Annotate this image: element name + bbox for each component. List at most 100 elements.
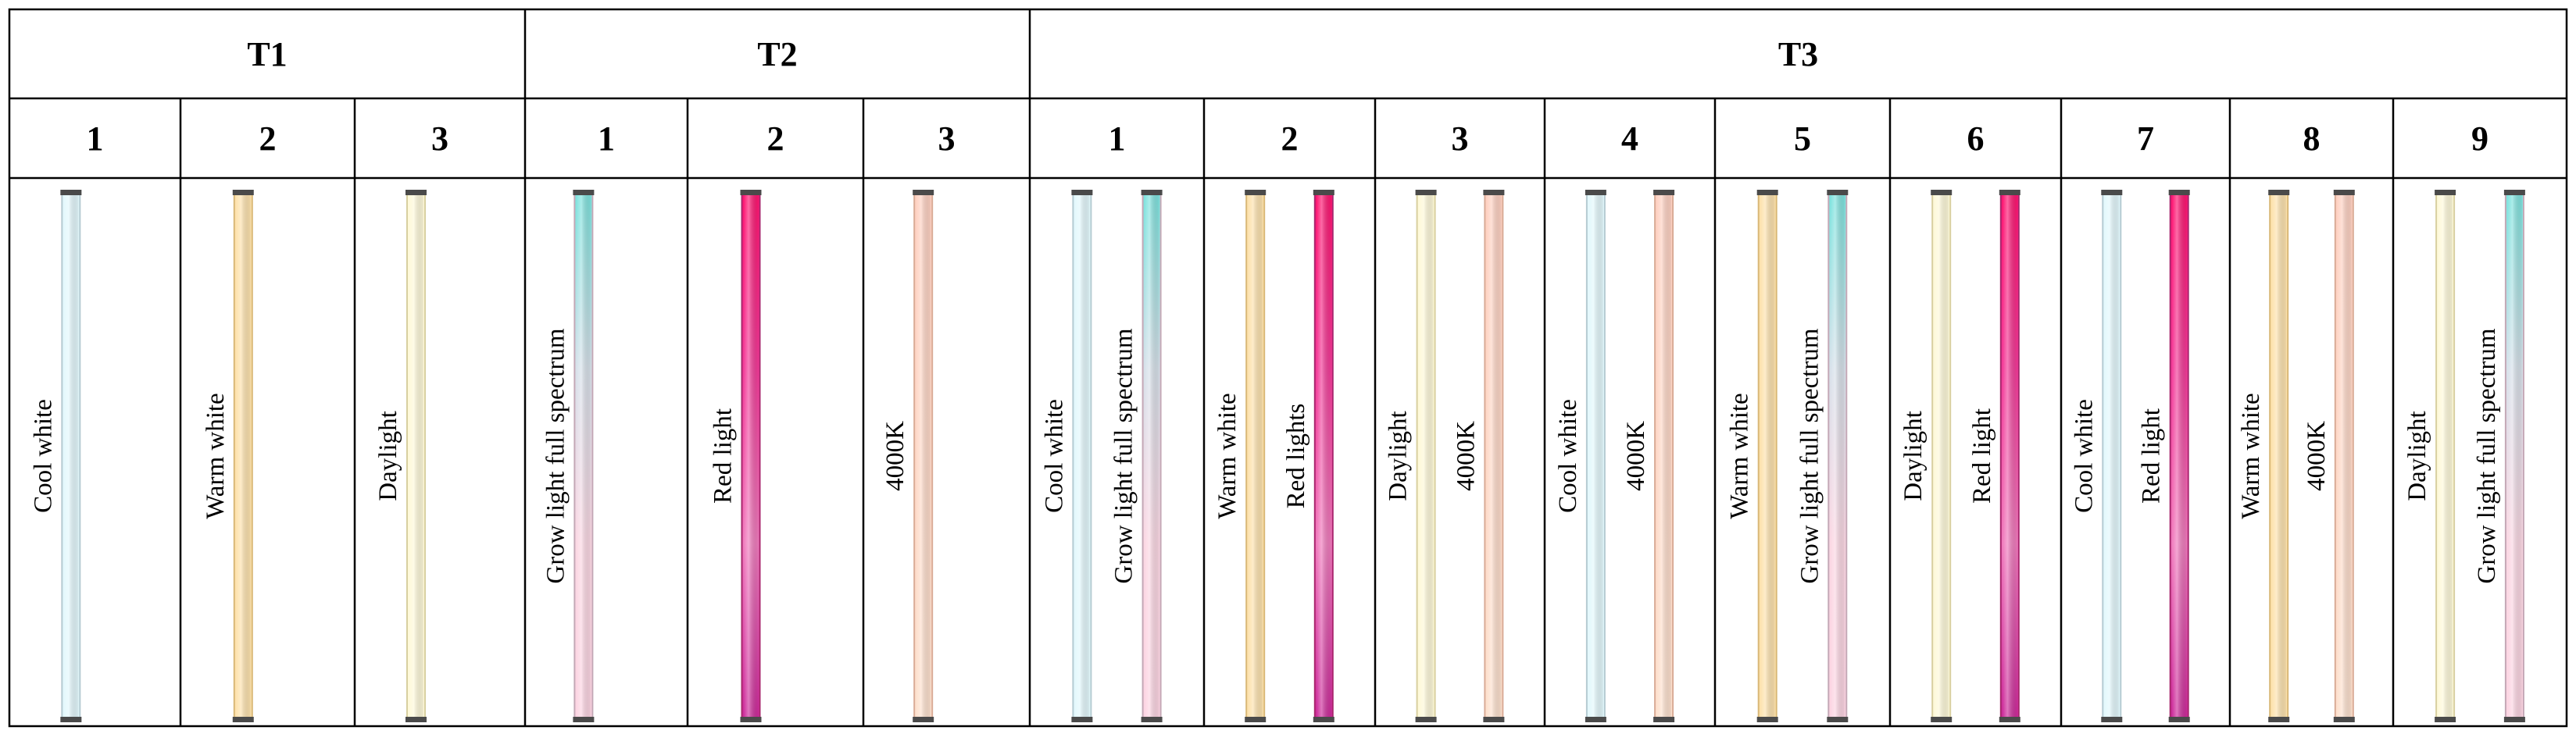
tube-label: Daylight	[2403, 411, 2431, 501]
tube-label: Red light	[1968, 408, 1996, 504]
tube-cap	[2503, 717, 2525, 722]
column-number-t1-3: 3	[431, 119, 448, 158]
light-tube: Warm white	[2237, 190, 2290, 722]
tube-label: Red light	[709, 408, 738, 504]
tube-cap	[2435, 190, 2456, 195]
tube-cap	[1415, 190, 1437, 195]
light-tube: Daylight	[2403, 190, 2456, 722]
tube-cap	[405, 190, 427, 195]
column-number-t3-7: 7	[2137, 119, 2154, 158]
light-tube: Red light	[1968, 190, 2020, 722]
light-tube: Daylight	[374, 190, 427, 722]
light-tube: Cool white	[29, 190, 82, 722]
tube-cap	[2333, 190, 2355, 195]
tube-cap	[573, 190, 595, 195]
light-tube: Grow light full spectrum	[1795, 190, 1849, 722]
tube-cap	[1756, 717, 1778, 722]
tube-label: Grow light full spectrum	[541, 328, 570, 584]
tube-cap	[1585, 190, 1606, 195]
tube-cap	[60, 717, 82, 722]
tube-cap	[2503, 190, 2525, 195]
tube-cap	[1756, 190, 1778, 195]
column-number-t3-3: 3	[1452, 119, 1469, 158]
column-number-t3-6: 6	[1967, 119, 1985, 158]
tube-cap	[60, 190, 82, 195]
light-tube: Grow light full spectrum	[2473, 190, 2525, 722]
tube-cap	[1313, 190, 1334, 195]
tube-cap	[573, 717, 595, 722]
tube-label: Grow light full spectrum	[1110, 328, 1138, 584]
tube-cap	[1071, 190, 1093, 195]
tube-layer: Cool white Warm white Daylight Grow light f…	[29, 190, 2525, 722]
column-number-t3-4: 4	[1621, 119, 1638, 158]
tube-cap	[740, 717, 762, 722]
column-number-t3-5: 5	[1794, 119, 1811, 158]
tube-label: Cool white	[29, 399, 57, 513]
light-tube: Warm white	[202, 190, 254, 722]
tube-label: Grow light full spectrum	[2473, 328, 2501, 584]
tube-cap	[1415, 717, 1437, 722]
column-number-t3-1: 1	[1109, 119, 1126, 158]
light-tube: 4000K	[1622, 190, 1675, 722]
light-tube: Daylight	[1384, 190, 1437, 722]
table-grid	[8, 8, 2568, 728]
tube-cap	[1483, 717, 1505, 722]
group-header-t2: T2	[757, 35, 797, 73]
tube-cap	[2435, 717, 2456, 722]
tube-cap	[1999, 190, 2020, 195]
light-tube: Red light	[709, 190, 762, 722]
tube-label: Warm white	[1213, 393, 1242, 518]
tube-cap	[1931, 190, 1953, 195]
tube-cap	[1245, 717, 1267, 722]
tube-label: Red light	[2138, 408, 2166, 504]
light-tube: Warm white	[1726, 190, 1778, 722]
column-number-t3-9: 9	[2471, 119, 2488, 158]
tube-label: 4000K	[1452, 421, 1480, 491]
tube-cap	[2333, 717, 2355, 722]
tube-cap	[913, 190, 934, 195]
column-number-t2-1: 1	[598, 119, 615, 158]
group-header-t3: T3	[1778, 35, 1818, 73]
tube-cap	[1141, 190, 1163, 195]
light-tube: Red lights	[1282, 190, 1334, 722]
tube-cap	[2268, 717, 2290, 722]
tube-cap	[1483, 190, 1505, 195]
tube-cap	[2101, 717, 2123, 722]
light-tube: Red light	[2138, 190, 2190, 722]
tube-label: 4000K	[2303, 421, 2331, 491]
column-number-t3-2: 2	[1281, 119, 1299, 158]
tube-cap	[1313, 717, 1334, 722]
tube-cap	[2268, 190, 2290, 195]
tube-cap	[2168, 717, 2190, 722]
tube-cap	[913, 717, 934, 722]
column-number-t1-1: 1	[87, 119, 104, 158]
tube-cap	[1141, 717, 1163, 722]
tube-label: Daylight	[1384, 411, 1413, 501]
tube-cap	[232, 190, 254, 195]
column-number-t3-8: 8	[2303, 119, 2321, 158]
column-number-t1-2: 2	[259, 119, 277, 158]
tube-cap	[1827, 717, 1849, 722]
light-tube: Grow light full spectrum	[541, 190, 595, 722]
tube-label: 4000K	[881, 421, 909, 491]
tube-label: Warm white	[1726, 393, 1754, 518]
light-tube: Daylight	[1899, 190, 1953, 722]
tube-label: Cool white	[1040, 399, 1068, 513]
tube-label: Cool white	[1554, 399, 1582, 513]
tube-label: Grow light full spectrum	[1795, 328, 1824, 584]
tube-label: Cool white	[2070, 399, 2098, 513]
tube-cap	[1999, 717, 2020, 722]
light-tube: 4000K	[881, 190, 934, 722]
tube-label: Daylight	[1899, 411, 1928, 501]
tube-cap	[740, 190, 762, 195]
light-tube: Cool white	[1040, 190, 1093, 722]
tube-label: Warm white	[2237, 393, 2265, 518]
tube-cap	[2101, 190, 2123, 195]
tube-label: Daylight	[374, 411, 402, 501]
column-number-t2-2: 2	[767, 119, 784, 158]
tube-cap	[1653, 190, 1675, 195]
group-header-t1: T1	[247, 35, 287, 73]
tube-cap	[232, 717, 254, 722]
tube-label: 4000K	[1622, 421, 1650, 491]
tube-cap	[1071, 717, 1093, 722]
